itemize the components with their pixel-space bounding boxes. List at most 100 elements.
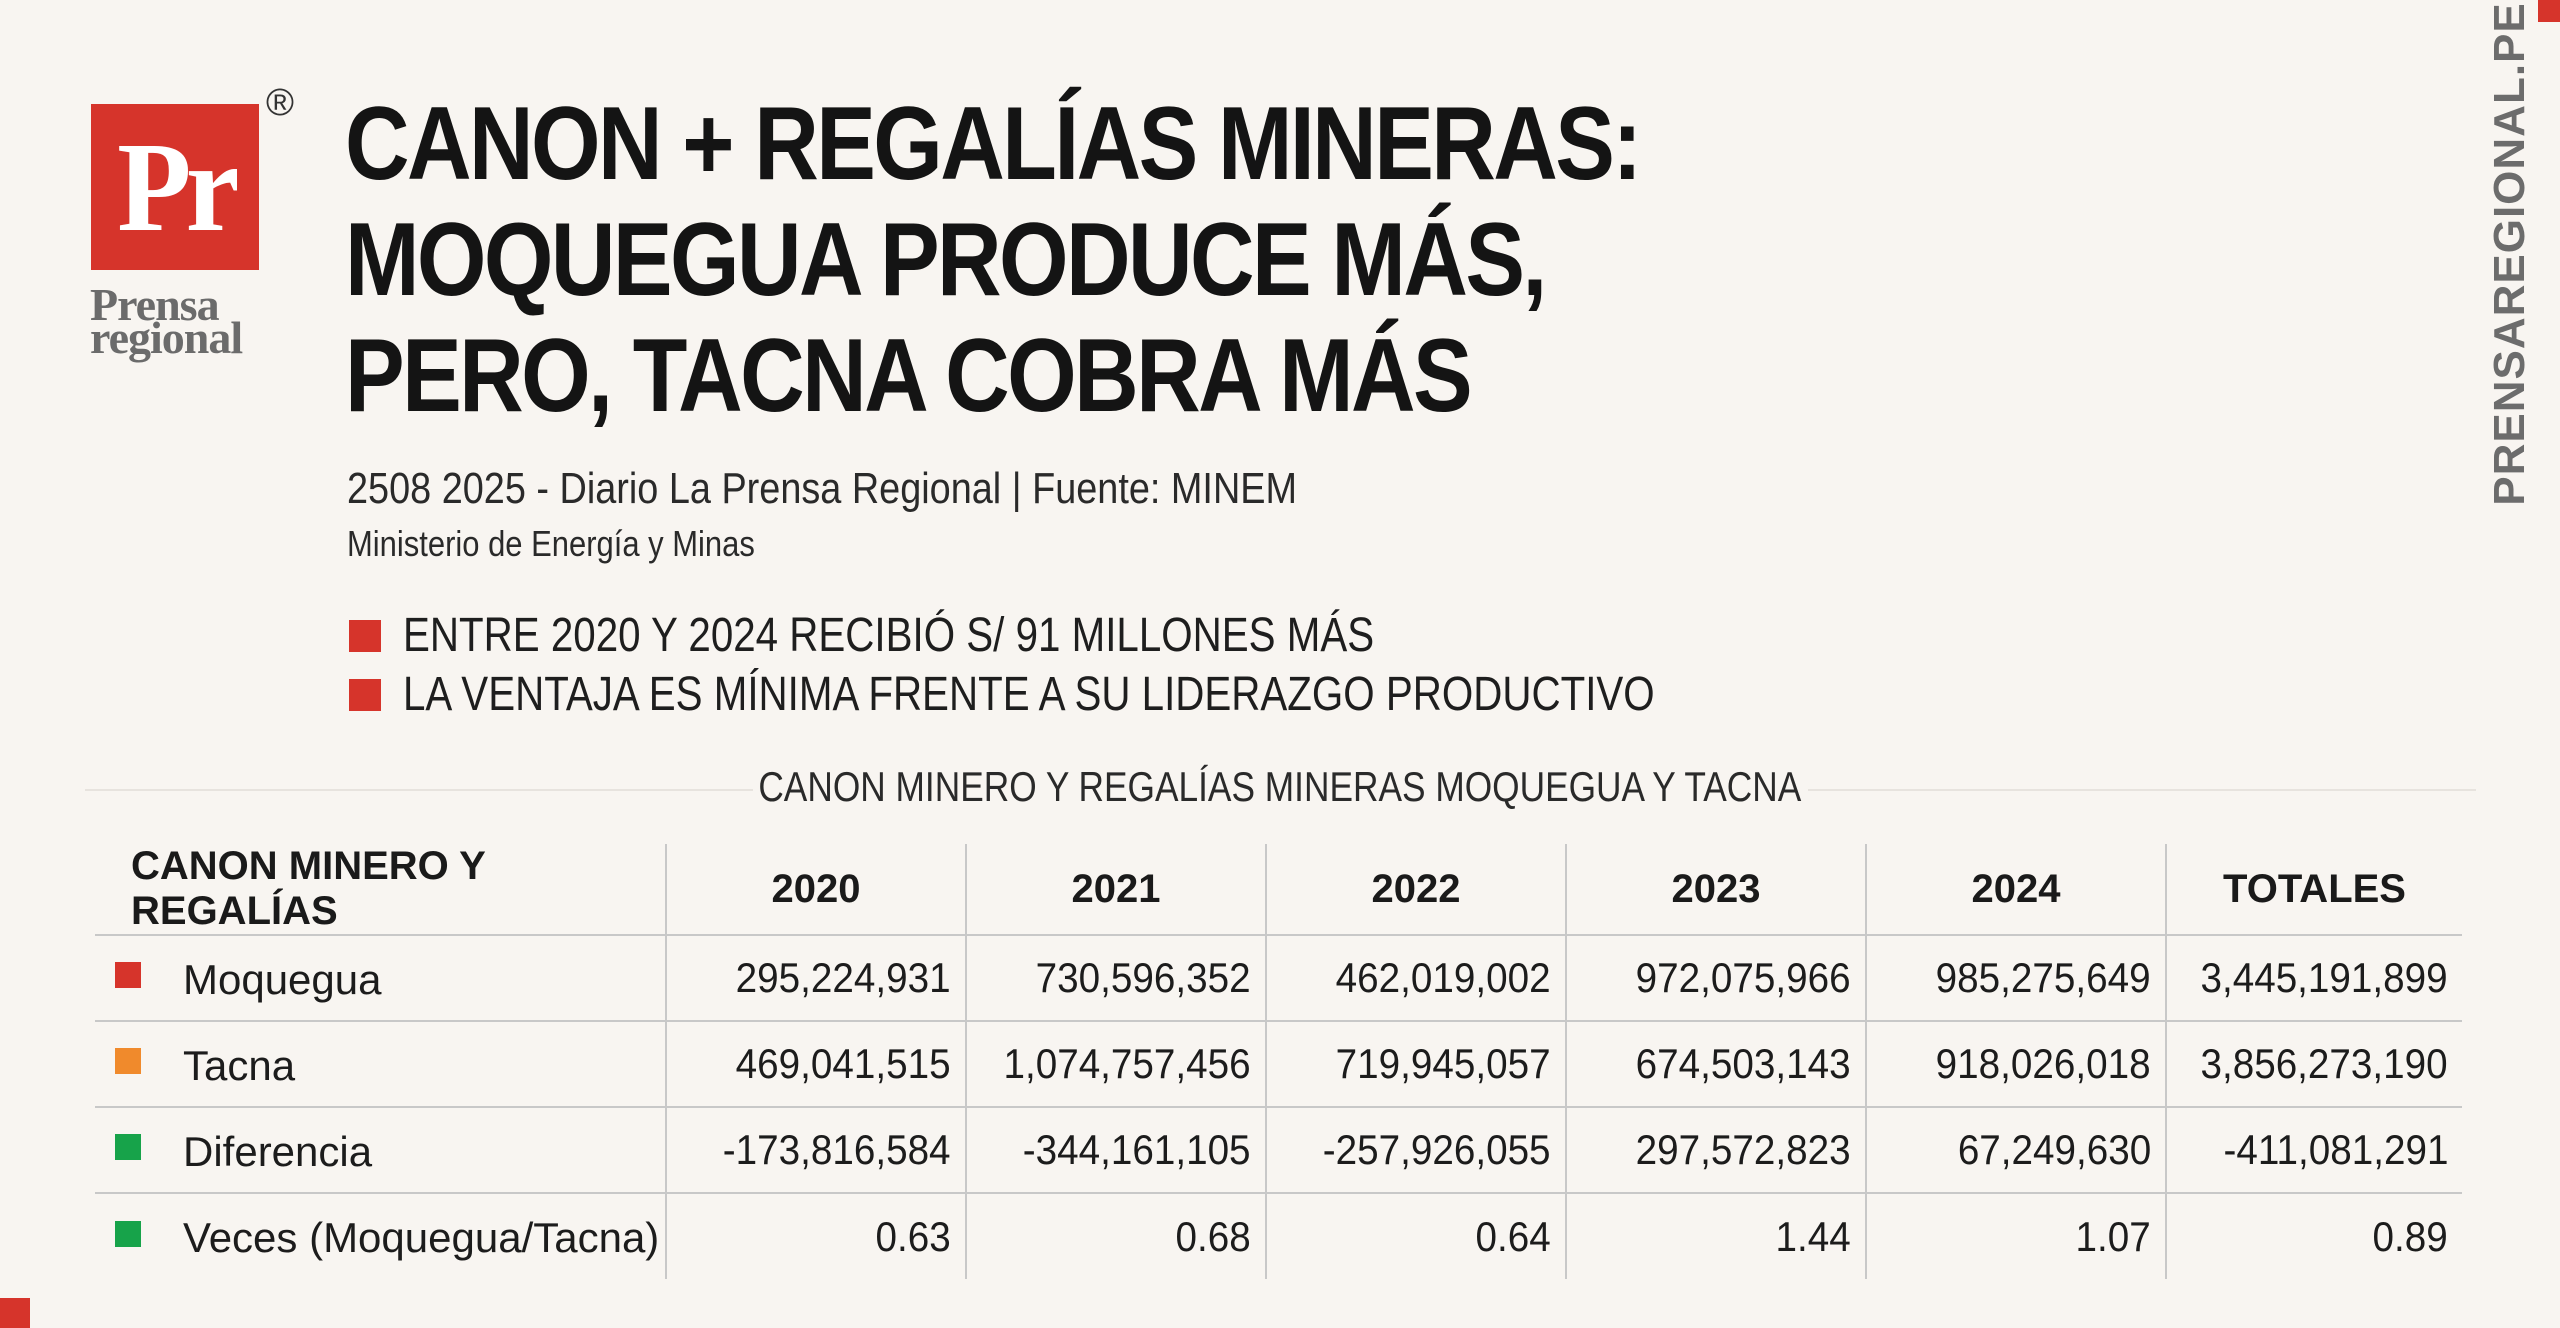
cell-value: 1.44 xyxy=(1775,1212,1851,1260)
bullet-item: LA VENTAJA ES MÍNIMA FRENTE A SU LIDERAZ… xyxy=(349,667,1893,722)
bullet-square-icon xyxy=(349,678,381,711)
table-cell: 985,275,649 xyxy=(1865,935,2166,1021)
table-body: Moquegua 295,224,931 730,596,352 462,019,00… xyxy=(95,935,2462,1279)
column-header: 2021 xyxy=(965,844,1266,936)
brand-logo: Pr xyxy=(91,104,259,270)
cell-value: 730,596,352 xyxy=(1036,954,1251,1001)
row-label: Diferencia xyxy=(183,1127,373,1175)
table-cell: 730,596,352 xyxy=(965,935,1266,1021)
table-cell: -411,081,291 xyxy=(2165,1106,2462,1193)
table-cell: 67,249,630 xyxy=(1865,1106,2166,1193)
bullet-square-icon xyxy=(349,619,381,652)
column-header: 2022 xyxy=(1265,844,1566,936)
cell-value: 0.68 xyxy=(1175,1212,1251,1260)
table-row: Tacna 469,041,515 1,074,757,456 719,945,057… xyxy=(95,1020,2462,1107)
column-header: 2023 xyxy=(1565,844,1866,936)
headline: CANON + REGALÍAS MINERAS: MOQUEGUA PRODU… xyxy=(345,86,1642,434)
bullet-text: LA VENTAJA ES MÍNIMA FRENTE A SU LIDERAZ… xyxy=(403,668,1655,721)
column-header: TOTALES xyxy=(2165,844,2462,936)
side-url: PRENSAREGIONAL.PE xyxy=(2485,2,2535,506)
registered-mark: ® xyxy=(266,82,294,124)
row-label: Moquegua xyxy=(183,955,382,1003)
legend-square-icon xyxy=(115,1134,141,1161)
mining-revenue-table: CANON MINERO Y REGALÍAS 2020 2021 2022 2… xyxy=(95,844,2462,1279)
bullet-text: ENTRE 2020 Y 2024 RECIBIÓ S/ 91 MILLONES… xyxy=(403,609,1375,662)
table-cell: 0.89 xyxy=(2165,1192,2462,1279)
column-header: 2024 xyxy=(1865,844,2166,936)
row-label-cell: Veces (Moquegua/Tacna) xyxy=(95,1192,666,1279)
cell-value: -411,081,291 xyxy=(2223,1126,2448,1173)
table-title: CANON MINERO Y REGALÍAS MINERAS MOQUEGUA… xyxy=(0,763,2560,811)
table-title-text: CANON MINERO Y REGALÍAS MINERAS MOQUEGUA… xyxy=(758,763,1802,810)
cell-value: 1,074,757,456 xyxy=(1003,1040,1251,1087)
headline-line3: PERO, TACNA COBRA MÁS xyxy=(345,318,1473,434)
cell-value: 3,445,191,899 xyxy=(2200,954,2448,1001)
byline: 2508 2025 - Diario La Prensa Regional | … xyxy=(347,464,1298,513)
table-cell: 918,026,018 xyxy=(1865,1020,2166,1107)
table-cell: 1.44 xyxy=(1565,1192,1866,1279)
cell-value: 1.07 xyxy=(2075,1212,2151,1260)
cell-value: -344,161,105 xyxy=(1023,1126,1251,1173)
brand-wordmark-line1: Prensa xyxy=(90,279,220,330)
cell-value: 462,019,002 xyxy=(1336,954,1551,1001)
cell-value: 295,224,931 xyxy=(736,954,951,1001)
table-cell: -344,161,105 xyxy=(965,1106,1266,1193)
table-cell: 719,945,057 xyxy=(1265,1020,1566,1107)
table-cell: -257,926,055 xyxy=(1265,1106,1566,1193)
table-cell: 462,019,002 xyxy=(1265,935,1566,1021)
brand-wordmark-line2: regional xyxy=(90,312,243,363)
brand-wordmark: Prensa regional xyxy=(90,279,265,363)
cell-value: -173,816,584 xyxy=(723,1126,951,1173)
row-label: Tacna xyxy=(183,1041,296,1089)
cell-value: 985,275,649 xyxy=(1936,954,2151,1001)
cell-value: -257,926,055 xyxy=(1323,1126,1551,1173)
cell-value: 0.89 xyxy=(2372,1212,2448,1260)
cell-value: 719,945,057 xyxy=(1336,1040,1551,1087)
table-row: Moquegua 295,224,931 730,596,352 462,019,00… xyxy=(95,935,2462,1021)
column-header: CANON MINERO Y REGALÍAS xyxy=(95,844,666,936)
row-label-cell: Moquegua xyxy=(95,935,666,1021)
row-label-cell: Tacna xyxy=(95,1020,666,1107)
corner-accent-top-right xyxy=(2538,0,2560,22)
cell-value: 972,075,966 xyxy=(1636,954,1851,1001)
table-cell: 3,445,191,899 xyxy=(2165,935,2462,1021)
cell-value: 67,249,630 xyxy=(1957,1126,2151,1173)
bullet-item: ENTRE 2020 Y 2024 RECIBIÓ S/ 91 MILLONES… xyxy=(349,608,1559,663)
cell-value: 918,026,018 xyxy=(1936,1040,2151,1087)
side-url-text: PRENSAREGIONAL.PE xyxy=(2485,2,2534,506)
table-cell: 295,224,931 xyxy=(665,935,966,1021)
cell-value: 297,572,823 xyxy=(1636,1126,1851,1173)
cell-value: 674,503,143 xyxy=(1636,1040,1851,1087)
cell-value: 0.63 xyxy=(875,1212,951,1260)
table-row: Veces (Moquegua/Tacna) 0.63 0.68 0.64 1.44 1.… xyxy=(95,1192,2462,1279)
legend-square-icon xyxy=(115,1220,141,1247)
table-cell: 1,074,757,456 xyxy=(965,1020,1266,1107)
table-cell: 1.07 xyxy=(1865,1192,2166,1279)
section-divider-right xyxy=(1808,789,2476,791)
table-cell: 469,041,515 xyxy=(665,1020,966,1107)
column-header: 2020 xyxy=(665,844,966,936)
row-label: Veces (Moquegua/Tacna) xyxy=(183,1213,660,1261)
table-cell: 0.64 xyxy=(1265,1192,1566,1279)
table-cell: 972,075,966 xyxy=(1565,935,1866,1021)
row-label-cell: Diferencia xyxy=(95,1106,666,1193)
table-cell: 0.63 xyxy=(665,1192,966,1279)
headline-line1: CANON + REGALÍAS MINERAS: xyxy=(345,86,1642,202)
table-cell: 3,856,273,190 xyxy=(2165,1020,2462,1107)
table-cell: 674,503,143 xyxy=(1565,1020,1866,1107)
legend-square-icon xyxy=(115,962,141,989)
brand-logo-letters: Pr xyxy=(116,116,240,258)
table-row: Diferencia -173,816,584 -344,161,105 -257,9… xyxy=(95,1106,2462,1193)
byline-source-detail: Ministerio de Energía y Minas xyxy=(347,523,755,564)
corner-accent-bottom-left xyxy=(0,1298,30,1328)
headline-line2: MOQUEGUA PRODUCE MÁS, xyxy=(345,202,1547,318)
cell-value: 3,856,273,190 xyxy=(2200,1040,2448,1087)
table-cell: 297,572,823 xyxy=(1565,1106,1866,1193)
table-cell: 0.68 xyxy=(965,1192,1266,1279)
legend-square-icon xyxy=(115,1048,141,1075)
table-header-row: CANON MINERO Y REGALÍAS 2020 2021 2022 2… xyxy=(95,844,2462,936)
cell-value: 469,041,515 xyxy=(736,1040,951,1087)
table-cell: -173,816,584 xyxy=(665,1106,966,1193)
cell-value: 0.64 xyxy=(1475,1212,1551,1260)
section-divider-left xyxy=(85,789,753,791)
